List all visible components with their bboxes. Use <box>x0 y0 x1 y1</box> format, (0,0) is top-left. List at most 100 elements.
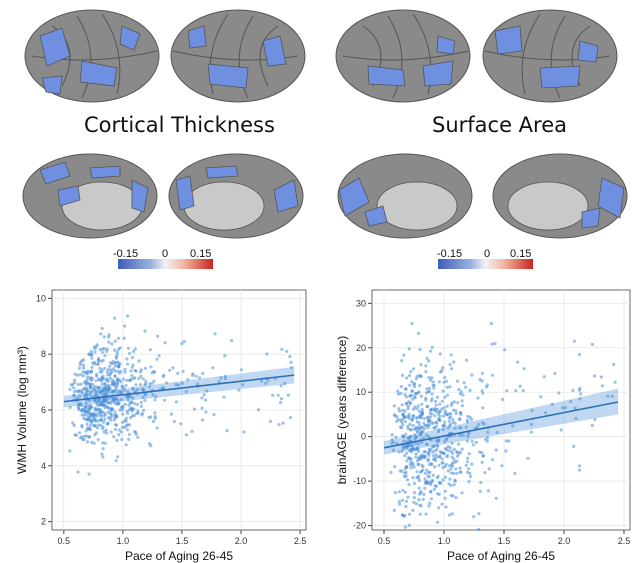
data-point <box>86 375 90 379</box>
data-point <box>417 486 421 490</box>
data-point <box>237 388 241 392</box>
data-point <box>81 358 85 362</box>
data-point <box>461 433 465 437</box>
data-point <box>108 371 113 375</box>
data-point <box>440 461 444 465</box>
data-point <box>590 342 594 346</box>
data-point <box>480 450 484 455</box>
data-point <box>465 418 469 422</box>
data-point <box>112 397 116 401</box>
data-point <box>96 362 100 367</box>
data-point <box>511 424 515 428</box>
data-point <box>397 499 401 504</box>
data-point <box>85 381 89 385</box>
data-point <box>466 414 470 419</box>
data-point <box>136 387 140 392</box>
data-point <box>96 438 100 442</box>
data-point <box>200 396 204 400</box>
data-point <box>419 363 423 367</box>
data-point <box>399 384 403 389</box>
y-tick-label: 6 <box>41 405 46 415</box>
data-point <box>465 358 469 362</box>
data-point <box>417 449 421 453</box>
data-point <box>114 356 119 360</box>
data-point <box>513 471 517 476</box>
data-point <box>92 441 96 445</box>
data-point <box>89 418 93 422</box>
data-point <box>94 412 98 416</box>
data-point <box>426 459 430 463</box>
data-point <box>88 415 92 420</box>
data-point <box>127 432 132 437</box>
data-point <box>452 483 456 487</box>
data-point <box>186 378 190 382</box>
data-point <box>599 375 603 379</box>
data-point <box>143 329 147 333</box>
data-point <box>557 391 561 395</box>
data-point <box>125 428 130 432</box>
data-point <box>428 423 432 427</box>
data-point <box>123 367 127 371</box>
data-point <box>431 421 435 425</box>
data-point <box>77 366 81 370</box>
data-point <box>445 437 449 441</box>
data-point <box>612 362 616 367</box>
data-point <box>121 405 125 410</box>
data-point <box>179 422 183 426</box>
data-point <box>407 347 411 351</box>
data-point <box>103 366 107 371</box>
data-point <box>500 397 505 402</box>
data-point <box>153 370 157 374</box>
data-point <box>427 386 432 390</box>
data-point <box>449 449 453 453</box>
data-point <box>414 442 418 446</box>
data-point <box>448 363 452 367</box>
data-point <box>427 359 431 363</box>
data-point <box>403 420 407 424</box>
data-point <box>434 399 438 403</box>
data-point <box>445 385 449 389</box>
data-point <box>408 422 412 426</box>
data-point <box>542 375 546 379</box>
data-point <box>93 406 97 410</box>
data-point <box>99 332 103 336</box>
data-point <box>113 369 117 373</box>
data-point <box>99 400 103 404</box>
data-point <box>95 426 100 430</box>
data-point <box>107 383 111 387</box>
data-point <box>126 390 130 394</box>
data-point <box>84 429 88 433</box>
data-point <box>80 423 84 428</box>
data-point <box>400 403 404 407</box>
data-point <box>409 466 413 470</box>
data-point <box>110 382 114 386</box>
data-point <box>459 412 463 416</box>
data-point <box>131 387 135 391</box>
scatter-plot-brainage: 0.5 1.0 1.5 2.0 2.5 -20 -10 0 10 20 30 Pace of Agin… <box>335 289 631 563</box>
y-tick-label: 30 <box>356 298 366 308</box>
data-point <box>84 401 88 405</box>
data-point <box>459 470 463 474</box>
data-point <box>130 414 134 418</box>
data-point <box>494 448 498 452</box>
data-point <box>107 401 111 405</box>
data-point <box>416 391 420 395</box>
data-point <box>200 406 204 410</box>
data-point <box>408 383 412 387</box>
data-point <box>94 391 98 395</box>
data-point <box>90 365 94 369</box>
data-point <box>403 444 407 448</box>
data-point <box>404 451 409 455</box>
data-point <box>441 389 445 393</box>
data-point <box>423 423 427 428</box>
data-point <box>460 491 464 495</box>
data-point <box>141 388 145 392</box>
data-point <box>137 376 141 381</box>
data-point <box>89 412 93 416</box>
data-point <box>102 335 106 339</box>
data-point <box>408 462 412 466</box>
data-point <box>411 423 415 428</box>
data-point <box>182 339 186 344</box>
data-point <box>103 387 107 392</box>
data-point <box>444 447 448 451</box>
